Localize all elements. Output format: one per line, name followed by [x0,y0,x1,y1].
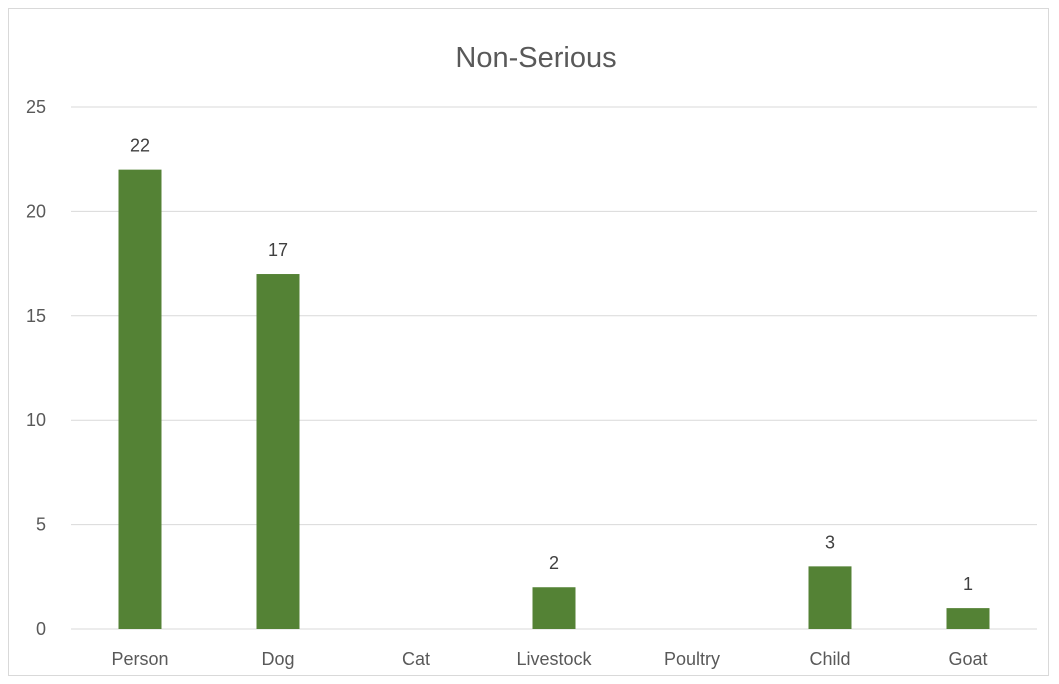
x-axis-tick-labels: Person Dog Cat Livestock Poultry Child Goat [111,649,987,669]
x-tick-label-dog: Dog [261,649,294,669]
x-tick-label-child: Child [809,649,850,669]
x-tick-label-cat: Cat [402,649,430,669]
x-tick-label-poultry: Poultry [664,649,720,669]
bars [118,169,990,629]
data-label-dog: 17 [268,240,288,260]
bar-livestock [532,587,576,629]
y-tick-label: 10 [26,410,46,430]
y-tick-label: 15 [26,306,46,326]
data-label-goat: 1 [963,574,973,594]
chart-title: Non-Serious [455,42,616,74]
y-tick-label: 0 [36,619,46,639]
bar-goat [946,608,990,629]
bar-dog [256,274,300,629]
chart-frame: Non-Serious 0 5 10 15 20 25 22 17 2 3 1 Person Dog… [8,8,1049,676]
gridlines [71,106,1037,630]
x-tick-label-goat: Goat [948,649,987,669]
bar-person [118,169,162,629]
x-tick-label-livestock: Livestock [516,649,592,669]
data-label-person: 22 [130,136,150,156]
data-labels: 22 17 2 3 1 [130,136,973,594]
x-tick-label-person: Person [111,649,168,669]
y-tick-label: 25 [26,97,46,117]
y-tick-label: 5 [36,515,46,535]
data-label-child: 3 [825,532,835,552]
y-axis-tick-labels: 0 5 10 15 20 25 [26,97,46,639]
y-tick-label: 20 [26,201,46,221]
bar-chart: Non-Serious 0 5 10 15 20 25 22 17 2 3 1 Person Dog… [26,42,1037,669]
bar-child [808,566,852,629]
data-label-livestock: 2 [549,553,559,573]
